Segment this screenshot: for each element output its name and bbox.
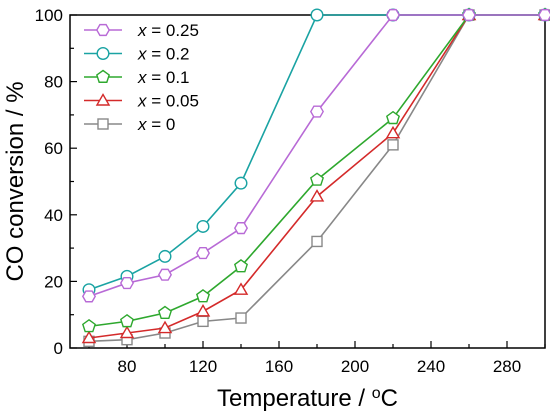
data-point <box>119 277 135 290</box>
data-point <box>81 330 97 344</box>
data-point <box>195 303 211 317</box>
legend-label: x = 0 <box>137 115 175 134</box>
x-tick-label: 240 <box>417 357 445 376</box>
y-axis-title: CO conversion / % <box>2 81 29 281</box>
x-tick-label: 120 <box>189 357 217 376</box>
data-point <box>81 290 97 303</box>
legend-marker <box>95 23 111 37</box>
legend-marker <box>96 47 110 61</box>
legend-variable: x <box>137 45 147 64</box>
legend-label: x = 0.05 <box>137 92 199 111</box>
data-point <box>385 125 401 139</box>
legend-marker <box>97 118 109 130</box>
legend-item: x = 0.25 <box>84 21 199 40</box>
legend-value: = 0.1 <box>147 68 190 87</box>
data-point <box>233 282 249 295</box>
data-point <box>119 325 135 339</box>
legend-label: x = 0.1 <box>137 68 190 87</box>
series-hexagon <box>81 8 550 303</box>
legend-value: = 0.05 <box>147 92 199 111</box>
data-point <box>387 139 399 151</box>
data-point <box>119 313 135 328</box>
y-tick-label: 60 <box>44 139 63 158</box>
data-point <box>197 315 209 328</box>
data-point <box>309 189 325 202</box>
y-tick-label: 40 <box>44 206 63 225</box>
y-tick-label: 0 <box>54 339 63 358</box>
data-point <box>195 247 211 260</box>
legend-item: x = 0 <box>84 115 175 134</box>
data-point <box>235 312 247 324</box>
legend-value: = 0.2 <box>147 45 190 64</box>
legend-value: = 0.25 <box>147 21 199 40</box>
legend: x = 0.25x = 0.2x = 0.1x = 0.05x = 0 <box>84 21 199 134</box>
data-point <box>310 8 324 22</box>
data-point <box>81 318 97 333</box>
x-tick-label: 280 <box>493 357 521 376</box>
legend-label: x = 0.2 <box>137 45 190 64</box>
legend-variable: x <box>137 92 147 111</box>
y-tick-label: 20 <box>44 272 63 291</box>
x-axis-title: Temperature / oC <box>217 385 398 413</box>
data-point <box>158 249 172 263</box>
data-point <box>234 176 248 190</box>
data-point <box>309 172 325 186</box>
x-tick-label: 80 <box>118 357 137 376</box>
series-triangle <box>81 7 550 344</box>
data-point <box>385 8 401 22</box>
data-point <box>157 305 173 319</box>
x-tick-label: 160 <box>265 357 293 376</box>
legend-item: x = 0.05 <box>84 92 199 111</box>
legend-marker <box>95 93 111 106</box>
legend-marker <box>95 69 111 83</box>
data-point <box>461 8 477 22</box>
legend-value: = 0 <box>147 115 176 134</box>
legend-variable: x <box>137 68 147 87</box>
plot-frame <box>69 14 546 349</box>
series-pentagon <box>81 7 550 333</box>
data-point <box>385 110 401 125</box>
legend-item: x = 0.1 <box>84 68 190 87</box>
data-point <box>537 8 550 22</box>
data-point <box>311 235 323 248</box>
data-point <box>196 219 210 233</box>
data-point <box>157 320 173 334</box>
x-axis-title-main: Temperature / <box>217 385 372 412</box>
data-point <box>309 105 325 118</box>
data-point <box>233 259 249 273</box>
y-tick-label: 100 <box>35 6 63 25</box>
x-tick-label: 200 <box>341 357 369 376</box>
data-point <box>195 289 211 303</box>
legend-variable: x <box>137 21 147 40</box>
data-point <box>233 222 249 235</box>
data-point <box>157 268 173 281</box>
y-tick-label: 80 <box>44 73 63 92</box>
x-axis-title-unit: C <box>381 385 398 412</box>
legend-item: x = 0.2 <box>84 45 190 64</box>
legend-label: x = 0.25 <box>137 21 199 40</box>
plot-area: 80 120 160 200 240 280 0 20 40 60 80 100 <box>35 6 550 376</box>
legend-variable: x <box>137 115 147 134</box>
x-axis-title-degree: o <box>372 385 381 402</box>
